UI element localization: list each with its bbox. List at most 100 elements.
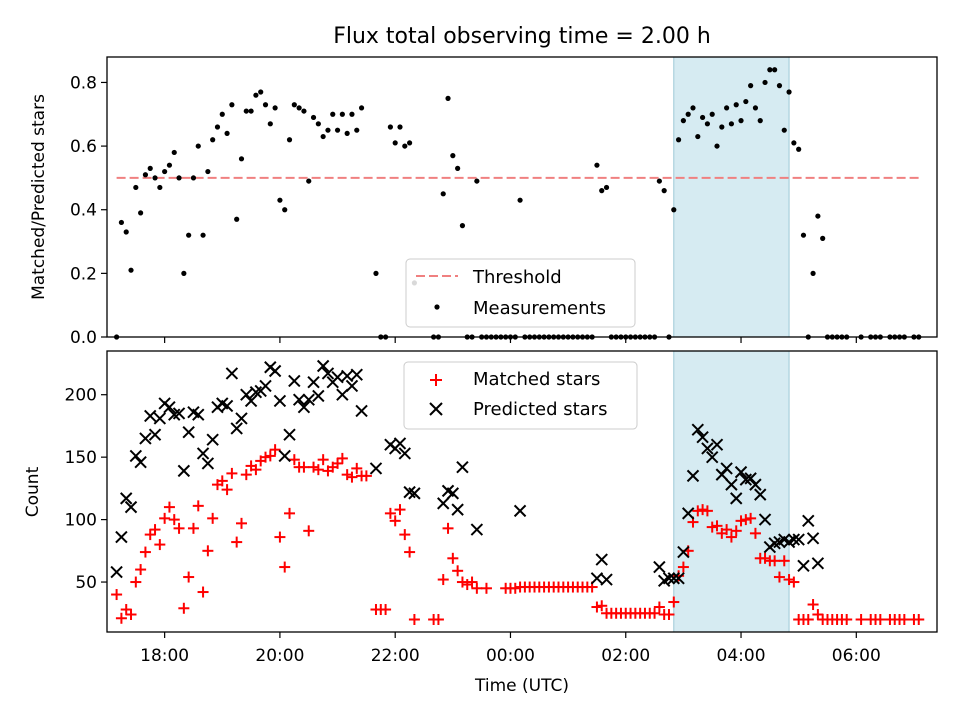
top-y-axis-label: Matched/Predicted stars xyxy=(29,94,49,300)
matched-star-point xyxy=(226,467,238,479)
predicted-star-point xyxy=(115,530,128,544)
predicted-star-point xyxy=(696,430,709,444)
bottom-highlight-window xyxy=(673,350,790,633)
matched-star-point xyxy=(898,614,910,626)
top-legend: Threshold Measurements xyxy=(405,258,636,328)
top-highlight-window xyxy=(673,56,790,338)
matched-star-point xyxy=(168,514,180,526)
legend-matched-swatch xyxy=(430,374,442,386)
matched-star-point xyxy=(384,507,396,519)
matched-star-point xyxy=(360,470,372,482)
measurement-point xyxy=(219,111,225,117)
predicted-star-point xyxy=(398,447,412,460)
matched-star-point xyxy=(432,614,444,626)
predicted-star-point xyxy=(345,379,359,393)
bottom-y-tick-label: 200 xyxy=(65,386,97,406)
matched-star-point xyxy=(437,574,449,586)
matched-star-point xyxy=(125,609,137,621)
predicted-star-point xyxy=(235,412,248,425)
legend-measurements-label: Measurements xyxy=(473,298,606,319)
measurement-point xyxy=(772,67,778,73)
measurement-point xyxy=(719,124,725,130)
bottom-plot-frame xyxy=(106,350,938,633)
measurement-point xyxy=(455,165,461,171)
matched-star-point xyxy=(721,524,733,536)
matched-star-point xyxy=(308,461,320,473)
matched-star-point xyxy=(399,529,411,541)
measurement-point xyxy=(291,102,297,108)
measurement-point xyxy=(661,188,667,194)
bottom-y-axis-label: Count xyxy=(23,466,43,517)
measurement-point xyxy=(186,232,192,238)
matched-star-point xyxy=(178,602,190,614)
measurement-point xyxy=(253,92,259,98)
predicted-star-point xyxy=(144,409,157,423)
predicted-star-point xyxy=(273,394,287,408)
measurement-point xyxy=(358,105,365,111)
x-tick-label: 18:00 xyxy=(140,646,189,666)
measurement-point xyxy=(671,207,677,213)
matched-star-point xyxy=(466,576,478,588)
matched-star-point xyxy=(274,531,286,543)
measurement-point xyxy=(123,229,129,235)
predicted-star-point xyxy=(307,376,320,389)
predicted-star-point xyxy=(172,407,186,420)
matched-star-point xyxy=(653,601,665,613)
measurement-point xyxy=(262,102,269,108)
predicted-star-point xyxy=(163,400,176,414)
bottom-x-axis: 18:00 20:00 22:00 00:00 02:00 04:00 06:00 xyxy=(140,632,881,666)
matched-star-point xyxy=(456,576,468,588)
predicted-star-point xyxy=(672,572,685,585)
top-y-tick-label: 0.6 xyxy=(70,137,97,157)
predicted-star-point xyxy=(710,438,724,451)
top-y-tick-label: 0.8 xyxy=(70,73,97,93)
measurement-point xyxy=(315,121,321,127)
measurement-point xyxy=(675,137,682,143)
bottom-y-tick-label: 50 xyxy=(75,573,97,593)
measurement-point xyxy=(133,184,139,191)
measurement-point xyxy=(171,149,177,156)
measurement-point xyxy=(234,216,240,222)
measurement-point xyxy=(118,219,125,226)
measurement-point xyxy=(724,105,730,111)
matched-star-point xyxy=(264,450,276,462)
predicted-star-point xyxy=(802,514,815,528)
predicted-star-point xyxy=(677,545,690,559)
matched-star-point xyxy=(740,514,752,526)
predicted-star-point xyxy=(148,428,162,441)
predicted-star-point xyxy=(297,400,311,414)
predicted-star-point xyxy=(595,553,608,566)
measurement-point xyxy=(680,118,686,124)
matched-star-point xyxy=(380,604,392,616)
legend-predicted-swatch xyxy=(429,402,443,416)
predicted-star-point xyxy=(177,464,191,478)
predicted-star-point xyxy=(182,425,195,439)
measurement-point xyxy=(157,184,163,191)
matched-star-point xyxy=(802,614,814,626)
matched-star-point xyxy=(130,576,142,588)
predicted-star-point xyxy=(701,442,714,455)
predicted-star-point xyxy=(725,478,738,491)
measurement-point xyxy=(700,114,706,121)
matched-star-point xyxy=(159,512,171,524)
predicted-star-point xyxy=(513,504,527,518)
measurement-point xyxy=(459,223,466,229)
measurement-point xyxy=(152,175,158,181)
measurement-point xyxy=(301,108,307,114)
matched-star-point xyxy=(442,522,454,534)
measurement-point xyxy=(695,133,701,140)
predicted-star-point xyxy=(134,455,147,469)
measurement-point xyxy=(387,124,393,130)
predicted-star-point xyxy=(302,393,315,406)
matched-star-point xyxy=(735,515,747,527)
measurement-point xyxy=(166,162,173,168)
predicted-star-point xyxy=(686,469,700,483)
matched-star-point xyxy=(778,555,790,567)
matched-star-point xyxy=(461,579,473,591)
matched-star-point xyxy=(111,589,123,601)
measurement-point xyxy=(349,111,355,117)
measurement-point xyxy=(685,111,691,117)
predicted-star-point xyxy=(734,465,748,479)
measurement-point xyxy=(474,178,480,184)
